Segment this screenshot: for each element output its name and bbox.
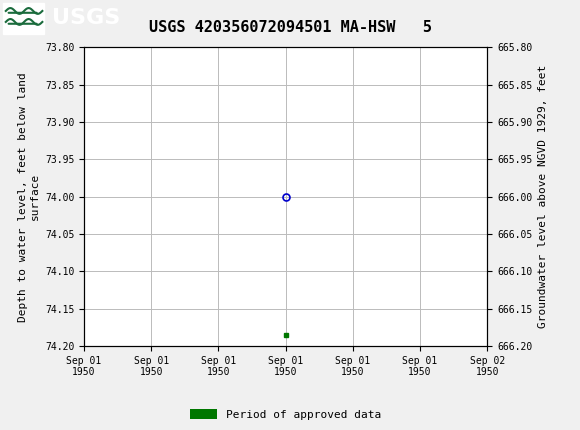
Text: USGS: USGS bbox=[52, 8, 121, 28]
Legend: Period of approved data: Period of approved data bbox=[185, 405, 386, 424]
FancyBboxPatch shape bbox=[3, 3, 43, 34]
Y-axis label: Groundwater level above NGVD 1929, feet: Groundwater level above NGVD 1929, feet bbox=[538, 65, 548, 329]
Text: USGS 420356072094501 MA-HSW   5: USGS 420356072094501 MA-HSW 5 bbox=[148, 21, 432, 35]
Y-axis label: Depth to water level, feet below land
surface: Depth to water level, feet below land su… bbox=[18, 72, 39, 322]
